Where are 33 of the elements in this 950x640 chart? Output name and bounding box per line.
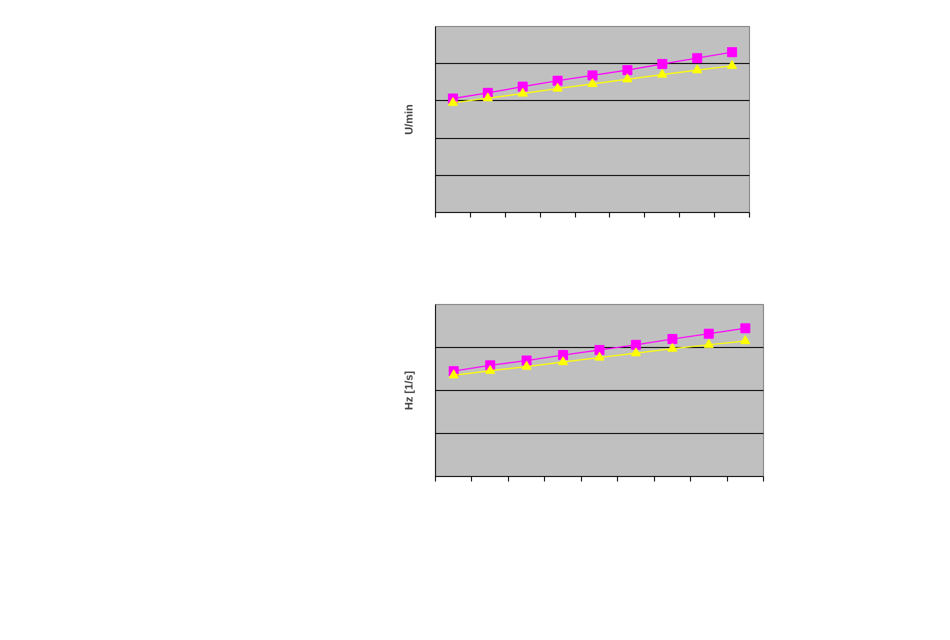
point xyxy=(588,78,598,87)
point xyxy=(558,356,568,366)
point xyxy=(667,342,678,352)
point xyxy=(594,352,604,361)
point xyxy=(667,334,678,344)
point xyxy=(448,370,459,378)
point xyxy=(485,365,496,374)
y-axis-title: Hz [1/s] xyxy=(404,370,416,410)
point xyxy=(552,76,563,86)
point xyxy=(630,347,641,356)
point xyxy=(522,360,532,370)
point xyxy=(588,70,598,80)
point xyxy=(448,97,458,106)
point xyxy=(558,350,568,360)
point xyxy=(518,82,528,92)
point xyxy=(727,60,738,69)
point xyxy=(704,328,714,339)
y-axis-title: U/min xyxy=(404,104,416,135)
point xyxy=(622,74,632,82)
point xyxy=(482,92,493,102)
point xyxy=(740,335,750,344)
point xyxy=(692,64,702,74)
point xyxy=(594,345,604,356)
point xyxy=(692,53,702,64)
point xyxy=(622,65,632,76)
point xyxy=(657,59,668,70)
point xyxy=(518,88,528,97)
point xyxy=(552,82,563,92)
point xyxy=(657,68,668,78)
point xyxy=(630,340,641,350)
point xyxy=(727,47,738,58)
point xyxy=(704,339,714,348)
point xyxy=(740,323,750,334)
